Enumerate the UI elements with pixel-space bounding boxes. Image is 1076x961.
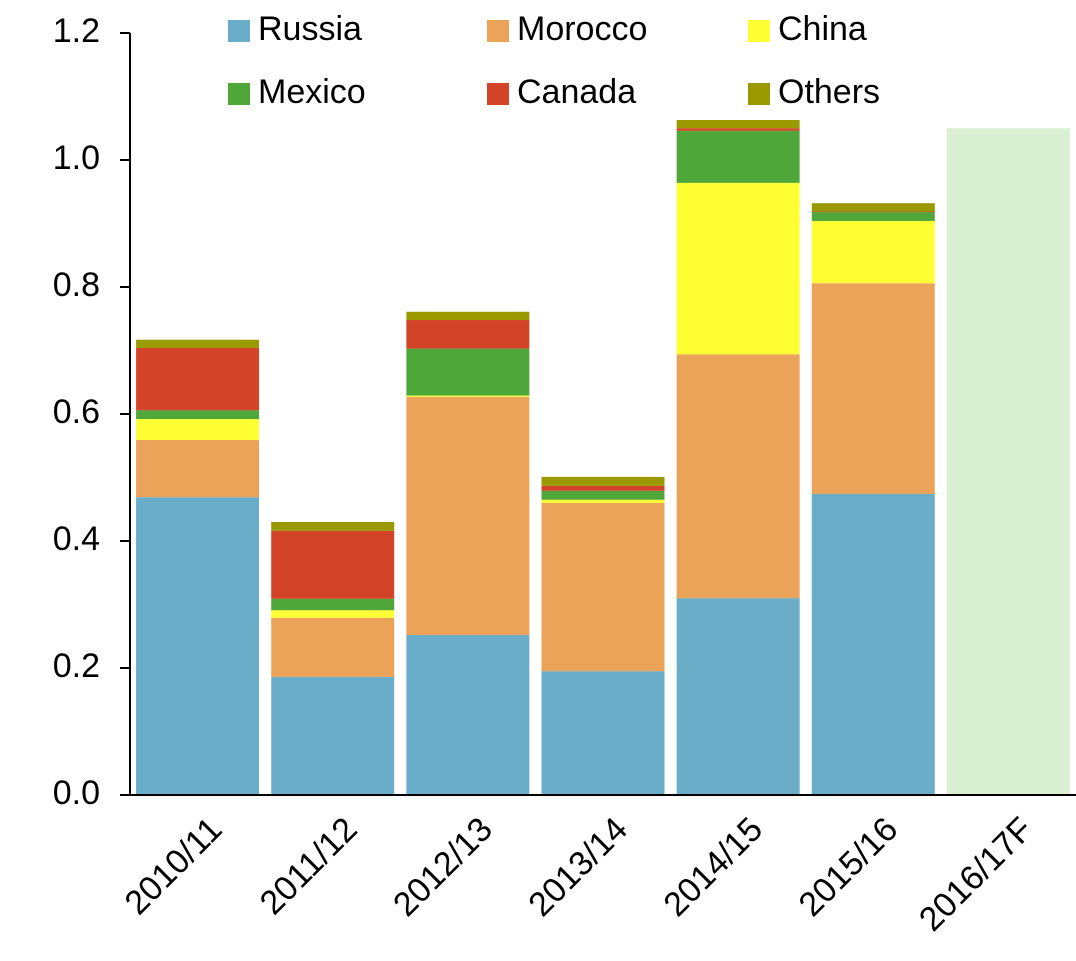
y-tick-label: 0.6 [53,393,100,431]
bar-segment [406,396,530,635]
bar-segment [271,530,395,599]
bar-segment [541,485,665,491]
y-tick-label: 1.0 [53,139,100,177]
bar-segment [136,497,260,795]
bar-segment [406,311,530,321]
y-tick-label: 0.4 [53,520,100,558]
bar-segment [811,203,935,212]
bar-segment [541,671,665,795]
bar-segment [541,476,665,486]
legend-label: Mexico [258,73,366,111]
bar-segment [676,354,800,599]
y-tick-label: 0.8 [53,266,100,304]
bar-segment [676,119,800,129]
bar-segment [676,182,800,355]
bar-segment [406,395,530,397]
bar-segment [136,410,260,420]
legend-label: Russia [258,10,362,48]
bar-segment [811,220,935,284]
legend-swatch [748,20,770,42]
bar-segment [676,130,800,183]
bar-segment [811,212,935,221]
bar-segment [406,320,530,349]
x-tick-label: 2011/12 [253,810,365,922]
x-tick-label: 2016/17F [912,810,1040,938]
bar-segment [811,494,935,795]
x-tick-label: 2013/14 [521,810,635,924]
bar-segment [271,676,395,795]
legend-swatch [228,83,250,105]
bar-segment [541,502,665,672]
bar-segment [136,440,260,498]
bar-segment [406,634,530,795]
legend-swatch [487,20,509,42]
legend-label: Others [778,73,880,111]
bar-segment [541,490,665,500]
bar-segment [811,211,935,213]
bar-segment [136,339,260,348]
forecast-bar [946,128,1070,795]
y-tick-label: 0.2 [53,647,100,685]
bar-segment [811,283,935,495]
bar-segment [271,610,395,618]
bar-segment [271,521,395,531]
legend-swatch [487,83,509,105]
legend-swatch [228,20,250,42]
x-tick-label: 2014/15 [656,810,770,924]
bar-segment [136,419,260,441]
legend-label: China [778,10,867,48]
x-tick-label: 2012/13 [386,810,500,924]
x-tick-label: 2010/11 [118,810,230,922]
bar-segment [541,499,665,503]
x-tick-label: 2015/16 [792,810,906,924]
bar-segment [271,617,395,677]
legend-swatch [748,83,770,105]
y-tick-label: 0.0 [53,774,100,812]
bar-segment [676,128,800,131]
bar-segment [136,347,260,411]
y-tick-label: 1.2 [53,12,100,50]
legend-label: Morocco [517,10,647,48]
bar-segment [271,598,395,611]
bar-segment [406,348,530,396]
bar-segment [676,598,800,795]
legend-label: Canada [517,73,636,111]
